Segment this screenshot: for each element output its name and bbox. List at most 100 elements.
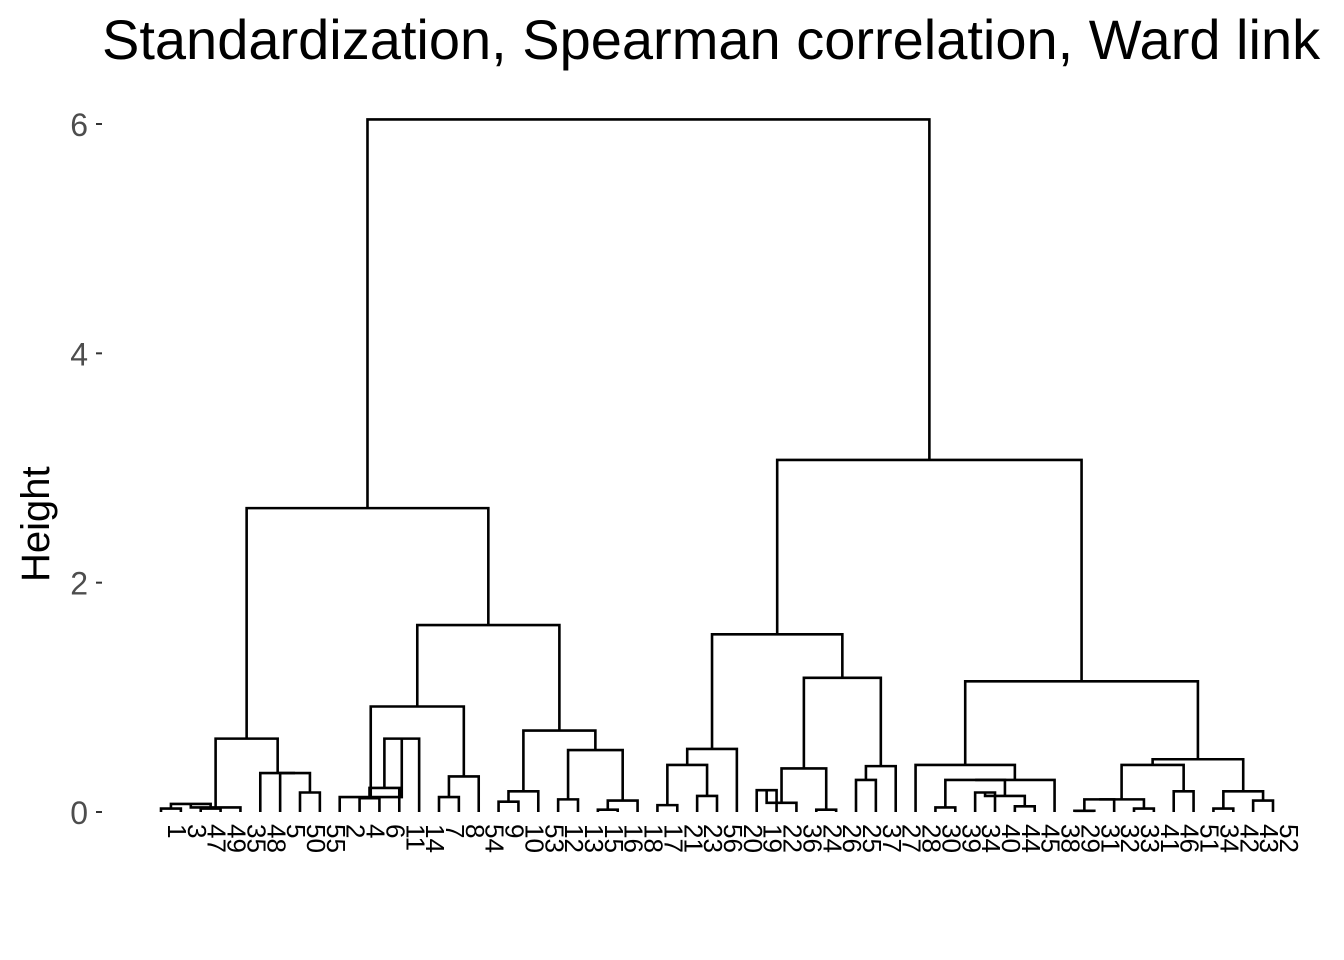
leaf-label-39: 30: [936, 824, 966, 853]
leaf-label-9: 2: [341, 824, 371, 838]
leaf-label-29: 20: [738, 824, 768, 853]
merge-link-49: [1212, 807, 1235, 812]
leaf-label-44: 45: [1036, 824, 1066, 853]
merge-link-5: [278, 771, 312, 812]
leaf-label-24: 18: [639, 824, 669, 853]
merge-link-21: [522, 729, 597, 792]
merge-link-41: [975, 778, 1056, 812]
leaf-label-55: 43: [1254, 824, 1284, 853]
leaf-label-1: 3: [182, 824, 212, 838]
merge-link-35: [710, 632, 844, 749]
leaf-label-2: 47: [202, 824, 232, 853]
merge-link-46: [1099, 798, 1146, 809]
leaf-label-22: 15: [599, 824, 629, 853]
leaf-label-23: 16: [619, 824, 649, 853]
leaf-label-54: 42: [1234, 824, 1264, 853]
leaf-label-51: 46: [1175, 824, 1205, 853]
leaf-label-38: 28: [917, 824, 947, 853]
leaf-label-52: 51: [1195, 824, 1225, 853]
merge-link-38: [1013, 804, 1037, 812]
leaf-label-37: 27: [897, 824, 927, 853]
merge-link-33: [864, 764, 898, 812]
merge-link-22: [415, 623, 561, 731]
merge-link-29: [765, 790, 798, 812]
leaf-label-12: 11: [400, 824, 430, 851]
merge-link-23: [245, 506, 490, 739]
merge-link-14: [369, 705, 466, 798]
leaf-label-30: 19: [758, 824, 788, 853]
leaf-label-11: 6: [380, 824, 410, 838]
merge-link-48: [1120, 763, 1185, 800]
leaf-label-27: 23: [698, 824, 728, 853]
leaf-label-47: 31: [1095, 824, 1125, 853]
leaf-label-53: 34: [1214, 824, 1244, 853]
leaf-label-10: 4: [361, 824, 391, 838]
leaf-label-56: 52: [1274, 824, 1304, 853]
leaf-label-26: 21: [678, 824, 708, 853]
merge-link-10: [383, 737, 421, 812]
leaf-label-18: 10: [519, 824, 549, 853]
merge-link-24: [656, 803, 679, 812]
merge-link-36: [934, 806, 957, 812]
merge-link-53: [963, 679, 1200, 765]
merge-link-54: [775, 458, 1083, 682]
merge-link-31: [780, 767, 828, 810]
merge-link-20: [566, 748, 624, 801]
leaf-label-28: 56: [718, 824, 748, 853]
leaf-label-31: 22: [778, 824, 808, 853]
merge-link-28: [755, 788, 778, 812]
leaf-label-48: 32: [1115, 824, 1145, 853]
y-tick-label-3: 6: [70, 107, 88, 143]
y-tick-label-0: 0: [70, 795, 88, 831]
leaf-label-3: 49: [222, 824, 252, 853]
leaf-label-46: 29: [1075, 824, 1105, 853]
leaf-label-13: 14: [420, 824, 450, 853]
leaf-label-40: 39: [956, 824, 986, 853]
leaf-label-20: 12: [559, 824, 589, 853]
merge-link-26: [666, 763, 709, 806]
merge-link-30: [814, 808, 838, 812]
leaf-label-50: 41: [1155, 824, 1185, 853]
leaf-label-32: 36: [797, 824, 827, 853]
leaf-label-36: 37: [877, 824, 907, 853]
leaf-label-19: 53: [539, 824, 569, 853]
leaf-label-49: 33: [1135, 824, 1165, 853]
leaf-label-45: 38: [1056, 824, 1086, 853]
leaf-label-25: 17: [658, 824, 688, 853]
leaf-label-17: 9: [500, 824, 530, 838]
leaf-label-5: 48: [261, 824, 291, 853]
merge-link-42: [914, 763, 1017, 812]
merge-link-25: [695, 794, 719, 812]
merge-link-18: [596, 808, 620, 812]
y-tick-label-2: 4: [70, 336, 88, 372]
leaf-label-8: 55: [321, 824, 351, 853]
leaf-label-16: 54: [480, 824, 510, 853]
leaf-label-43: 44: [1016, 824, 1046, 853]
merge-link-12: [437, 795, 461, 812]
merge-link-6: [258, 771, 296, 812]
merge-link-39: [983, 792, 1027, 807]
merge-link-9: [368, 786, 401, 812]
merge-link-15: [497, 800, 520, 812]
merge-link-32: [854, 778, 878, 812]
leaf-label-7: 50: [301, 824, 331, 853]
merge-link-4: [298, 791, 322, 812]
y-tick-label-1: 2: [70, 566, 88, 602]
leaf-label-14: 7: [440, 824, 470, 838]
merge-link-47: [1172, 790, 1195, 812]
merge-link-17: [556, 798, 580, 812]
leaf-label-35: 25: [857, 824, 887, 853]
merge-link-1: [199, 807, 222, 812]
merge-link-13: [447, 775, 481, 812]
leaf-label-34: 26: [837, 824, 867, 853]
merge-link-27: [685, 747, 739, 812]
merge-link-34: [802, 676, 883, 769]
leaf-label-4: 35: [241, 824, 271, 853]
leaf-label-33: 24: [817, 824, 847, 853]
merge-link-55: [366, 118, 931, 509]
leaf-label-15: 8: [460, 824, 490, 838]
chart-title: Standardization, Spearman correlation, W…: [102, 8, 1321, 71]
merge-link-45: [1132, 807, 1156, 812]
